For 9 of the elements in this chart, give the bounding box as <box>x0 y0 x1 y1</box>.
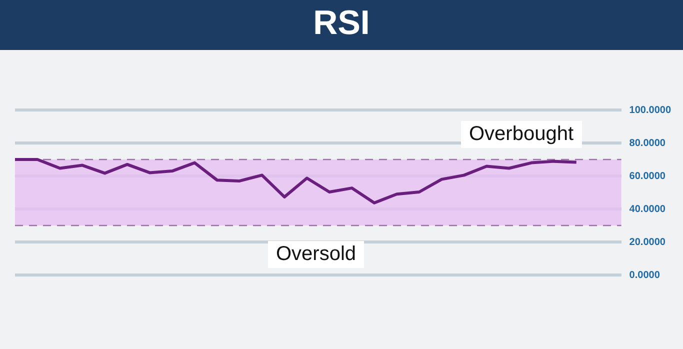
annotation: Overbought <box>461 121 582 148</box>
y-tick-label: 40.0000 <box>629 204 666 215</box>
annotation: Oversold <box>268 241 364 268</box>
y-tick-label: 100.0000 <box>629 104 672 116</box>
chart-title: RSI <box>0 0 683 50</box>
y-tick-label: 60.0000 <box>629 170 666 182</box>
y-tick-label: 0.0000 <box>629 270 660 281</box>
y-tick-label: 80.0000 <box>629 138 666 149</box>
y-tick-label: 20.0000 <box>629 236 666 248</box>
